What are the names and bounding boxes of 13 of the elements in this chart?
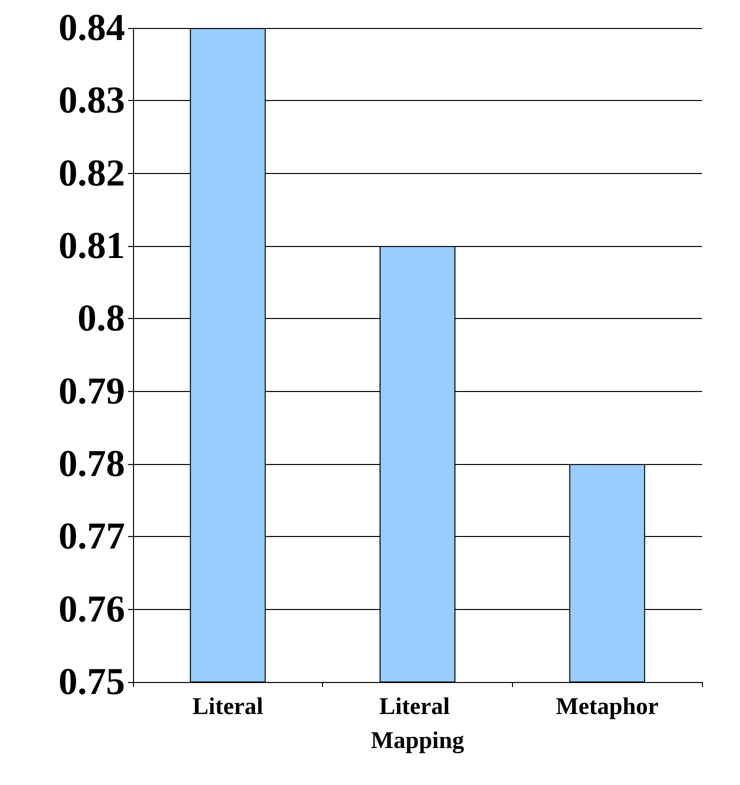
x-tick-label: Metaphor [556, 694, 659, 720]
y-tick-label: 0.83 [58, 80, 125, 122]
x-tick-label: Literal [192, 694, 264, 720]
y-tick-label: 0.84 [58, 7, 125, 49]
y-tick-label: 0.75 [58, 661, 125, 703]
y-tick-label: 0.77 [58, 516, 125, 558]
y-tick-label: 0.82 [58, 152, 125, 194]
y-tick-label: 0.78 [58, 443, 125, 485]
y-tick-label: 0.81 [58, 225, 125, 267]
x-tick-label: Literal Mapping [370, 694, 464, 754]
y-tick-label: 0.79 [58, 370, 125, 412]
y-tick-label: 0.8 [78, 298, 125, 340]
y-tick-label: 0.76 [58, 588, 125, 630]
